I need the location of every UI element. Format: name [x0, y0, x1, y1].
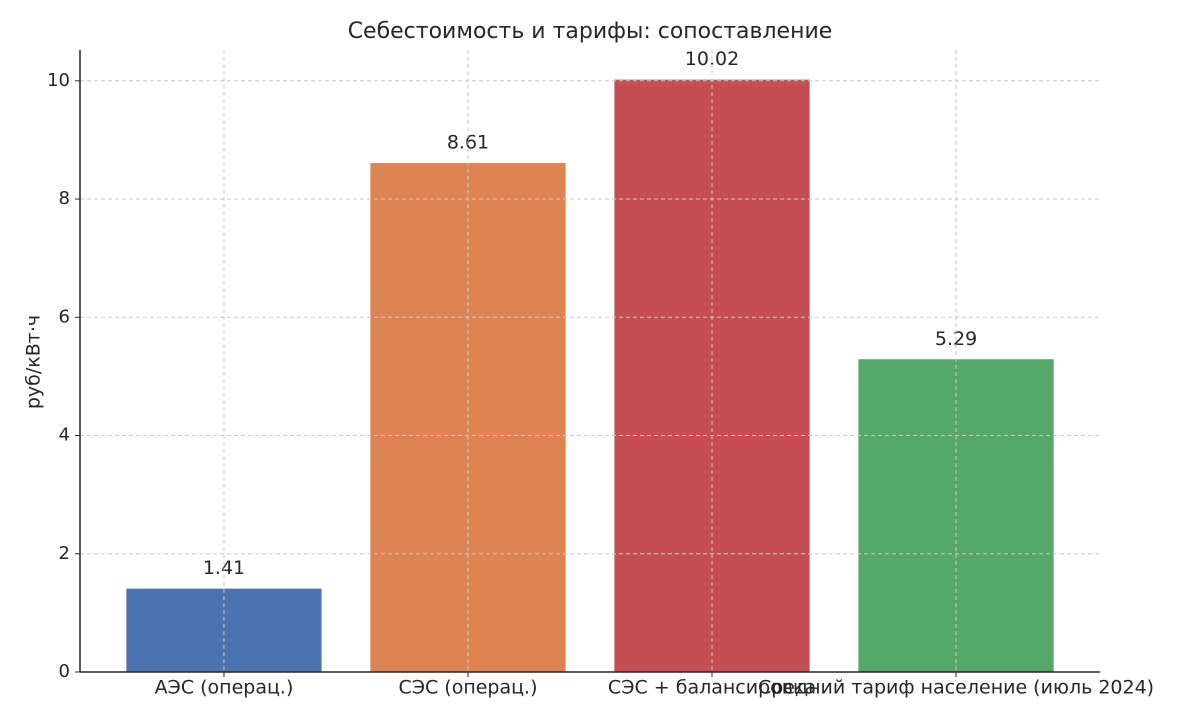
- x-tick-label: АЭС (операц.): [155, 677, 294, 699]
- x-tick-label: Средний тариф население (июль 2024): [758, 677, 1154, 699]
- y-tick-label: 10: [47, 70, 70, 91]
- y-tick-label: 4: [59, 425, 70, 446]
- y-tick-label: 6: [59, 306, 70, 327]
- bar: [126, 588, 322, 672]
- y-axis-label: руб/кВт·ч: [23, 315, 45, 409]
- chart-title: Себестоимость и тарифы: сопоставление: [348, 19, 833, 44]
- y-tick-label: 2: [59, 543, 70, 564]
- x-tick-label: СЭС (операц.): [398, 677, 537, 699]
- x-tick-label: СЭС + балансировка: [608, 677, 816, 699]
- y-tick-label: 0: [59, 661, 70, 682]
- y-tick-label: 8: [59, 188, 70, 209]
